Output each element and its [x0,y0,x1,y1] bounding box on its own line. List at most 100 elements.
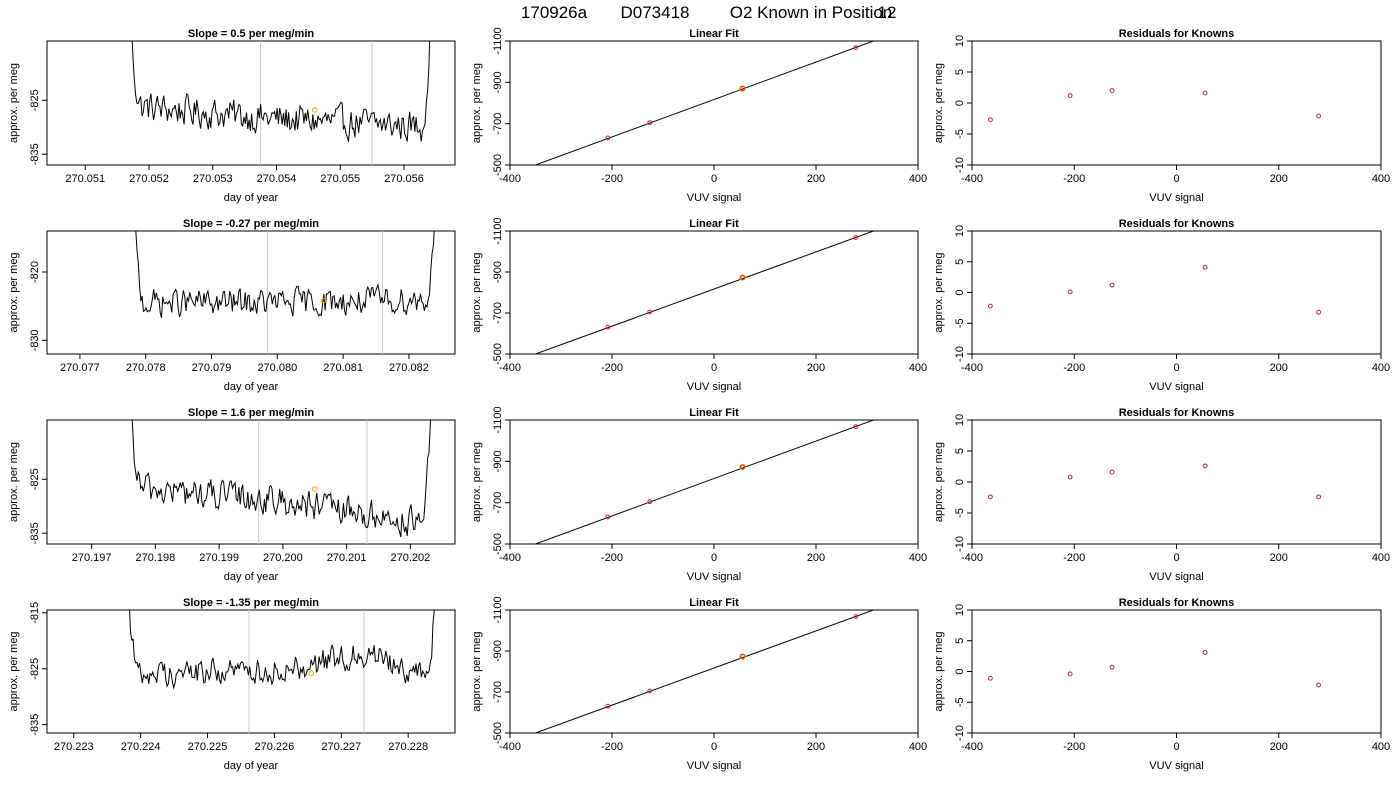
data-point [605,703,611,709]
x-axis-label: day of year [224,381,279,393]
data-point [647,120,653,126]
data-point [647,309,653,315]
x-tick-label: -200 [1063,362,1085,374]
x-tick-label: 200 [1270,552,1288,564]
x-tick-label: 0 [1173,741,1179,753]
mean-marker [320,297,327,304]
y-axis-label: approx. per meg [8,442,20,522]
y-tick-label: 5 [954,638,966,644]
fit-line [533,41,875,165]
figure-title-text: O2 Known in Position [730,3,893,22]
x-tick-label: 270.225 [188,741,228,753]
x-tick-label: 400 [1372,552,1390,564]
x-tick-label: 270.053 [193,173,233,185]
plot-frame [971,609,1382,734]
y-tick-label: -1100 [492,406,504,433]
x-axis-label: VUV signal [687,571,741,583]
y-tick-label: -835 [29,143,41,165]
y-tick-label: -700 [492,681,504,703]
y-tick-label: -10 [954,157,966,173]
x-tick-label: -400 [499,552,521,564]
chart-panels: Slope = 0.5 per meg/min 270.051 270.052 270… [8,27,1390,772]
x-tick-label: 200 [807,741,825,753]
y-axis-label: approx. per meg [471,631,483,711]
plot-frame [509,609,919,734]
y-tick-label: 10 [954,414,966,426]
data-point [740,654,745,659]
data-point [740,464,745,470]
panel-title: Slope = -0.27 per meg/min [183,218,319,230]
x-tick-label: -400 [961,741,983,753]
plot-data [988,650,1322,688]
panel-row1-residuals: Residuals for Knowns -400 -200 0 200 400 VUV s… [933,28,1390,204]
y-tick-label: -825 [29,468,41,490]
panel-title: Linear Fit [689,218,739,230]
data-point [1109,282,1115,288]
y-tick-label: -830 [29,329,41,351]
plot-frame [46,609,456,734]
time-series-trace [135,231,435,318]
y-tick-label: -1100 [492,217,504,244]
x-tick-label: -400 [961,552,983,564]
plot-data [533,231,875,354]
data-point [988,494,993,500]
time-series-trace [131,41,431,142]
data-point [1109,88,1115,93]
y-tick-label: 0 [954,100,966,106]
x-tick-label: 270.078 [126,362,166,374]
panel-row3-residuals: Residuals for Knowns -400 -200 0 200 400 VUV s… [933,407,1390,583]
x-tick-label: 270.228 [388,741,428,753]
x-tick-label: 270.200 [263,552,303,564]
y-tick-label: -900 [492,261,504,283]
figure-title-position: 12 [878,3,897,22]
y-tick-label: -1100 [492,27,504,54]
x-tick-label: -400 [499,741,521,753]
y-tick-label: -500 [492,722,504,744]
x-tick-label: 200 [807,362,825,374]
plot-data [988,264,1322,315]
y-tick-label: 0 [954,668,966,674]
x-tick-label: 270.223 [54,741,94,753]
y-tick-label: -1100 [492,596,504,623]
data-point [853,45,859,51]
data-point [1067,289,1073,295]
x-axis-label: VUV signal [1149,571,1203,583]
y-tick-label: -835 [29,714,41,736]
panel-row4-fit: Linear Fit -400 -200 0 200 400 VUV signal -500 -… [471,596,927,772]
x-tick-label: 0 [711,173,717,185]
x-tick-label: 270.052 [129,173,169,185]
x-tick-label: 270.077 [60,362,100,374]
mean-marker [311,107,318,113]
plot-frame [971,40,1382,166]
data-point [1202,650,1208,655]
time-series-trace [131,420,431,538]
y-tick-label: 10 [954,225,966,237]
x-tick-label: 0 [1173,362,1179,374]
x-tick-label: 270.056 [384,173,424,185]
plot-frame [971,230,1382,355]
plot-data [533,610,875,733]
x-axis-label: VUV signal [1149,760,1203,772]
panel-row2-timeseries: Slope = -0.27 per meg/min 270.077 270.078 2… [8,218,456,393]
x-tick-label: 270.224 [121,741,161,753]
x-axis-label: VUV signal [1149,192,1203,204]
x-tick-label: 270.051 [65,173,105,185]
data-point [605,135,611,141]
y-tick-label: 10 [954,35,966,47]
x-tick-label: 200 [807,173,825,185]
panel-title: Linear Fit [689,407,739,419]
figure-title-tank: D073418 [620,3,689,22]
x-tick-label: -200 [601,552,623,564]
panel-title: Residuals for Knowns [1119,218,1235,230]
panel-row1-fit: Linear Fit -400 -200 0 200 400 VUV signal -500 -… [471,27,927,204]
panel-row4-timeseries: Slope = -1.35 per meg/min 270.223 270.224 2… [8,597,456,772]
fit-line [533,420,875,544]
plot-frame [46,40,456,166]
y-tick-label: -900 [492,71,504,93]
x-tick-label: 400 [909,173,927,185]
y-axis-label: approx. per meg [471,63,483,143]
panel-row3-fit: Linear Fit -400 -200 0 200 400 VUV signal -500 -… [471,406,927,583]
y-tick-label: -5 [954,318,966,328]
panel-title: Linear Fit [689,597,739,609]
